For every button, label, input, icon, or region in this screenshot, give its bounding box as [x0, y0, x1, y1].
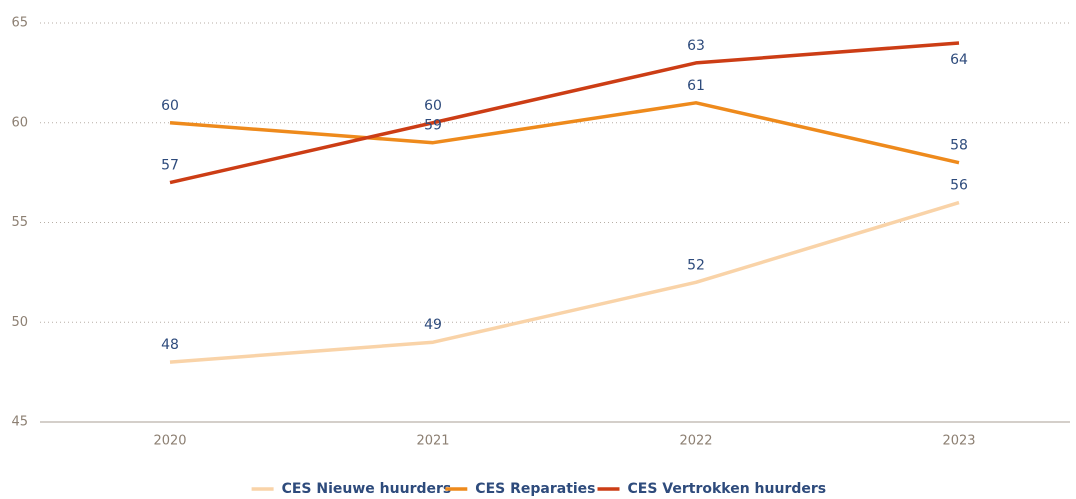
y-tick-label: 65 — [11, 16, 28, 31]
legend-label: CES Reparaties — [475, 481, 595, 497]
data-label: 61 — [687, 78, 705, 94]
data-label: 63 — [687, 38, 705, 54]
data-label: 56 — [950, 178, 968, 194]
series-line — [169, 101, 960, 165]
data-label: 58 — [950, 138, 968, 154]
data-label: 48 — [161, 337, 179, 353]
y-tick-label: 50 — [11, 315, 28, 330]
legend-label: CES Nieuwe huurders — [282, 481, 452, 497]
data-label: 57 — [161, 158, 179, 174]
data-label: 52 — [687, 257, 705, 273]
y-tick-label: 45 — [11, 415, 28, 430]
data-label: 64 — [950, 52, 968, 68]
x-tick-label: 2020 — [153, 434, 186, 449]
data-label: 49 — [424, 317, 442, 333]
legend-label: CES Vertrokken huurders — [628, 481, 827, 497]
data-label: 59 — [424, 118, 442, 134]
data-label: 60 — [424, 98, 442, 114]
series-line — [169, 200, 960, 364]
x-tick-label: 2021 — [416, 434, 449, 449]
series-line — [169, 41, 960, 185]
y-tick-label: 60 — [11, 115, 28, 130]
data-label: 60 — [161, 98, 179, 114]
x-tick-label: 2023 — [942, 434, 975, 449]
x-tick-label: 2022 — [679, 434, 712, 449]
y-tick-label: 55 — [11, 215, 28, 230]
